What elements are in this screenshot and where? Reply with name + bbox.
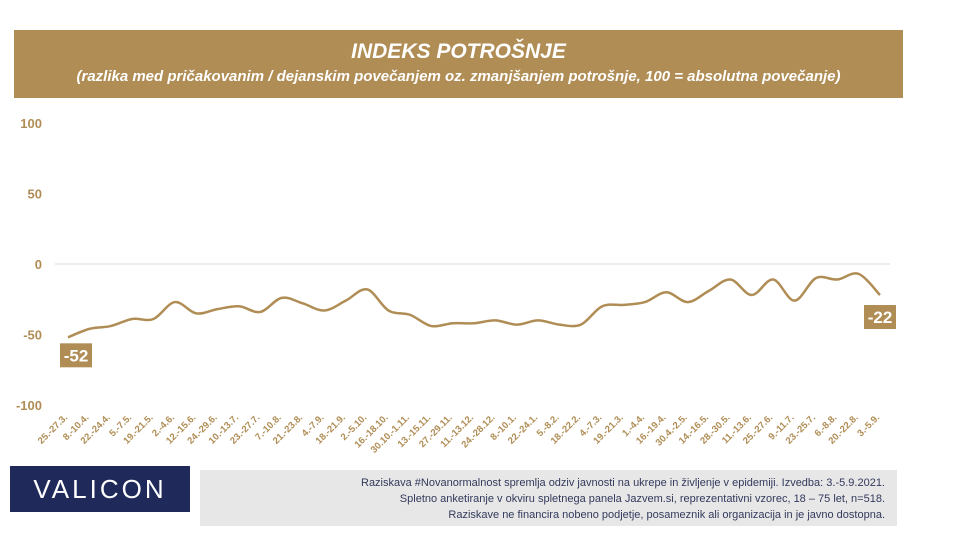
data-point <box>815 277 817 279</box>
data-point <box>302 302 304 304</box>
data-point <box>323 309 325 311</box>
data-point <box>152 318 154 320</box>
y-tick-label: 50 <box>28 187 42 202</box>
data-point <box>216 308 218 310</box>
data-point <box>366 288 368 290</box>
first-data-label-box <box>60 343 92 368</box>
y-tick-label: 100 <box>20 116 42 131</box>
data-point <box>131 318 133 320</box>
data-point <box>67 336 69 338</box>
first-data-label-text: -52 <box>64 346 89 365</box>
data-point <box>665 291 667 293</box>
chart-subtitle: (razlika med pričakovanim / dejanskim po… <box>76 68 841 85</box>
valicon-logo: VALICON <box>10 466 190 512</box>
data-point <box>772 278 774 280</box>
data-point <box>686 301 688 303</box>
last-data-label: -22 <box>864 305 896 330</box>
data-point <box>537 319 539 321</box>
data-point <box>473 322 475 324</box>
data-point <box>174 301 176 303</box>
y-tick-label: 0 <box>35 257 42 272</box>
data-point <box>751 294 753 296</box>
data-point <box>280 297 282 299</box>
data-point <box>195 312 197 314</box>
data-point <box>622 304 624 306</box>
data-point <box>451 322 453 324</box>
data-point <box>729 278 731 280</box>
data-point <box>387 309 389 311</box>
footer-note: Raziskava #Novanormalnost spremlja odziv… <box>200 470 897 526</box>
data-point <box>345 299 347 301</box>
data-point <box>88 328 90 330</box>
data-point <box>879 294 881 296</box>
series-line <box>67 272 881 339</box>
footer-line-1: Raziskava #Novanormalnost spremlja odziv… <box>361 477 885 489</box>
data-point <box>836 278 838 280</box>
footer-line-3: Raziskave ne financira nobeno podjetje, … <box>448 509 885 521</box>
data-point <box>430 325 432 327</box>
y-tick-label: -50 <box>23 328 42 343</box>
first-data-label: -52 <box>60 343 92 368</box>
x-tick-label: 3.-5.9. <box>855 412 882 439</box>
data-point <box>409 314 411 316</box>
data-point <box>259 311 261 313</box>
data-point <box>238 305 240 307</box>
data-point <box>494 319 496 321</box>
last-data-label-text: -22 <box>868 308 893 327</box>
x-tick-label: 25.-27.3. <box>36 412 70 446</box>
data-point <box>644 301 646 303</box>
chart-title: INDEKS POTROŠNJE <box>351 40 566 63</box>
data-point <box>110 325 112 327</box>
data-point <box>558 323 560 325</box>
data-point <box>516 323 518 325</box>
data-point <box>793 299 795 301</box>
chart-header: INDEKS POTROŠNJE (razlika med pričakovan… <box>14 30 903 98</box>
data-point <box>857 273 859 275</box>
data-point <box>708 290 710 292</box>
last-data-label-box <box>864 305 896 330</box>
data-point <box>601 305 603 307</box>
y-tick-label: -100 <box>16 398 42 413</box>
data-point <box>580 323 582 325</box>
footer-line-2: Spletno anketiranje v okviru spletnega p… <box>399 493 885 505</box>
